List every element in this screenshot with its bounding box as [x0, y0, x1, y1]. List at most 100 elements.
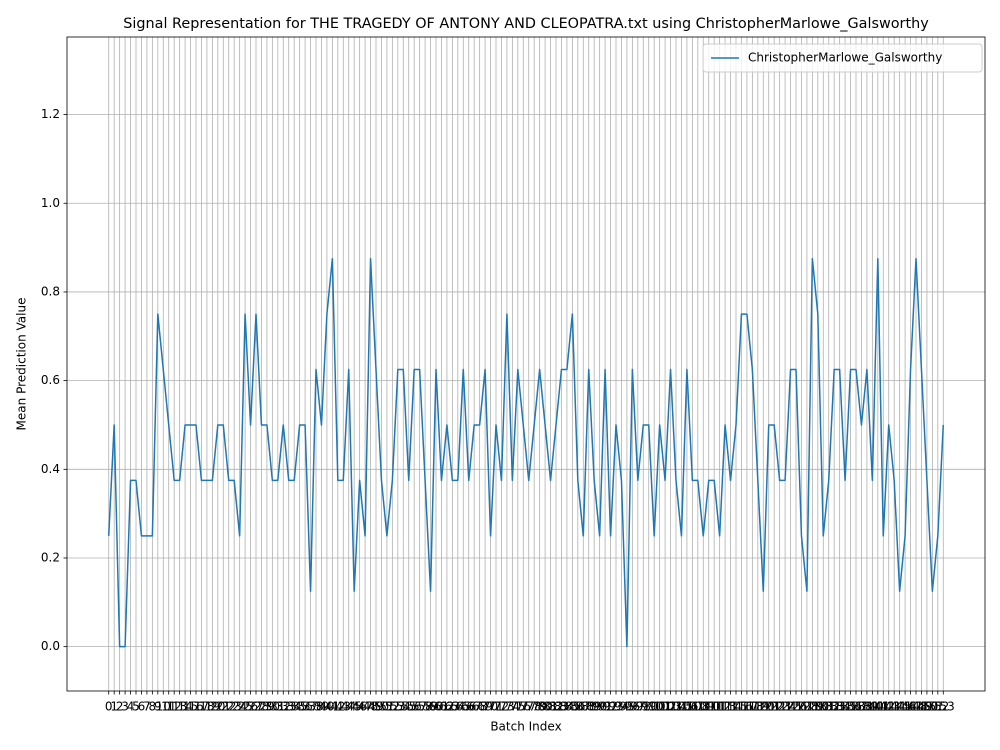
x-tick-label: 2: [116, 700, 124, 714]
x-tick-label: 36: [297, 700, 312, 714]
x-tick-label: 83: [554, 700, 569, 714]
x-tick-label: 35: [292, 700, 307, 714]
x-tick-label: 119: [746, 700, 769, 714]
x-tick-label: 70: [483, 700, 498, 714]
x-tick-label: 1: [110, 700, 118, 714]
x-tick-label: 53: [390, 700, 405, 714]
x-tick-label: 129: [801, 700, 824, 714]
x-tick-label: 18: [199, 700, 214, 714]
axes-frame: [66, 36, 986, 692]
x-tick-label: 64: [450, 700, 465, 714]
x-tick-label: 71: [488, 700, 503, 714]
x-tick-label: 104: [665, 700, 688, 714]
x-tick-label: 51: [379, 700, 394, 714]
x-tick-label: 62: [439, 700, 454, 714]
x-tick-label: 29: [259, 700, 274, 714]
x-tick-label: 128: [795, 700, 818, 714]
x-tick-label: 144: [883, 700, 906, 714]
x-tick-label: 98: [636, 700, 651, 714]
x-tick-label: 152: [926, 700, 949, 714]
x-tick-label: 121: [757, 700, 780, 714]
x-tick-label: 139: [855, 700, 878, 714]
x-tick-label: 16: [188, 700, 203, 714]
x-tick-label: 43: [336, 700, 351, 714]
x-tick-label: 112: [708, 700, 731, 714]
x-tick-label: 19: [205, 700, 220, 714]
x-tick-label: 11: [161, 700, 176, 714]
x-tick-label: 69: [477, 700, 492, 714]
x-tick-label: 125: [779, 700, 802, 714]
x-tick-label: 0: [105, 700, 113, 714]
x-tick-label: 138: [850, 700, 873, 714]
chart-title: Signal Representation for THE TRAGEDY OF…: [123, 16, 929, 32]
y-tick-label: 0.6: [41, 373, 60, 387]
x-tick-label: 92: [603, 700, 618, 714]
x-tick-label: 94: [614, 700, 629, 714]
x-tick-label: 149: [910, 700, 933, 714]
x-tick-label: 131: [812, 700, 835, 714]
x-tick-label: 34: [287, 700, 302, 714]
x-tick-label: 110: [697, 700, 720, 714]
x-tick-label: 113: [714, 700, 737, 714]
x-tick-label: 103: [659, 700, 682, 714]
x-tick-label: 55: [401, 700, 416, 714]
x-tick-label: 39: [314, 700, 329, 714]
x-tick-label: 122: [763, 700, 786, 714]
x-tick-label: 153: [932, 700, 955, 714]
x-tick-label: 5: [132, 700, 140, 714]
x-tick-label: 88: [581, 700, 596, 714]
x-tick-label: 111: [703, 700, 726, 714]
legend-box: [702, 43, 983, 73]
x-tick-label: 79: [532, 700, 547, 714]
y-tick-label: 1.0: [41, 196, 60, 210]
x-tick-label: 150: [915, 700, 938, 714]
x-tick-label: 73: [499, 700, 514, 714]
x-tick-label: 57: [412, 700, 427, 714]
x-tick-label: 114: [719, 700, 742, 714]
x-tick-label: 130: [806, 700, 829, 714]
x-tick-label: 54: [396, 700, 411, 714]
x-tick-label: 142: [872, 700, 895, 714]
x-tick-label: 25: [237, 700, 252, 714]
x-tick-label: 77: [521, 700, 536, 714]
x-tick-label: 13: [172, 700, 187, 714]
x-tick-label: 82: [548, 700, 563, 714]
x-axis-label: Batch Index: [490, 720, 561, 734]
x-tick-label: 115: [725, 700, 748, 714]
x-tick-label: 107: [681, 700, 704, 714]
x-tick-label: 136: [839, 700, 862, 714]
x-tick-label: 40: [319, 700, 334, 714]
x-tick-label: 106: [675, 700, 698, 714]
x-tick-label: 42: [330, 700, 345, 714]
x-tick-label: 132: [817, 700, 840, 714]
x-tick-label: 31: [270, 700, 285, 714]
y-tick-label: 1.2: [41, 107, 60, 121]
x-tick-label: 78: [527, 700, 542, 714]
x-tick-label: 38: [308, 700, 323, 714]
x-tick-label: 146: [894, 700, 917, 714]
x-tick-label: 81: [543, 700, 558, 714]
x-tick-label: 68: [472, 700, 487, 714]
x-tick-label: 76: [516, 700, 531, 714]
x-tick-label: 151: [921, 700, 944, 714]
line-series: [107, 257, 945, 648]
x-tick-label: 75: [510, 700, 525, 714]
x-tick-label: 141: [866, 700, 889, 714]
x-tick-label: 118: [741, 700, 764, 714]
x-tick-label: 21: [216, 700, 231, 714]
x-tick-label: 134: [828, 700, 851, 714]
x-tick-label: 89: [587, 700, 602, 714]
x-tick-label: 74: [505, 700, 520, 714]
x-tick-label: 47: [357, 700, 372, 714]
x-tick-label: 116: [730, 700, 753, 714]
x-tick-label: 37: [303, 700, 318, 714]
x-tick-label: 84: [559, 700, 574, 714]
x-tick-label: 46: [352, 700, 367, 714]
y-axis-label: Mean Prediction Value: [15, 298, 29, 431]
x-tick-label: 80: [537, 700, 552, 714]
x-tick-label: 20: [210, 700, 225, 714]
y-tick-label: 0.2: [41, 550, 60, 564]
x-tick-label: 127: [790, 700, 813, 714]
x-tick-label: 143: [877, 700, 900, 714]
